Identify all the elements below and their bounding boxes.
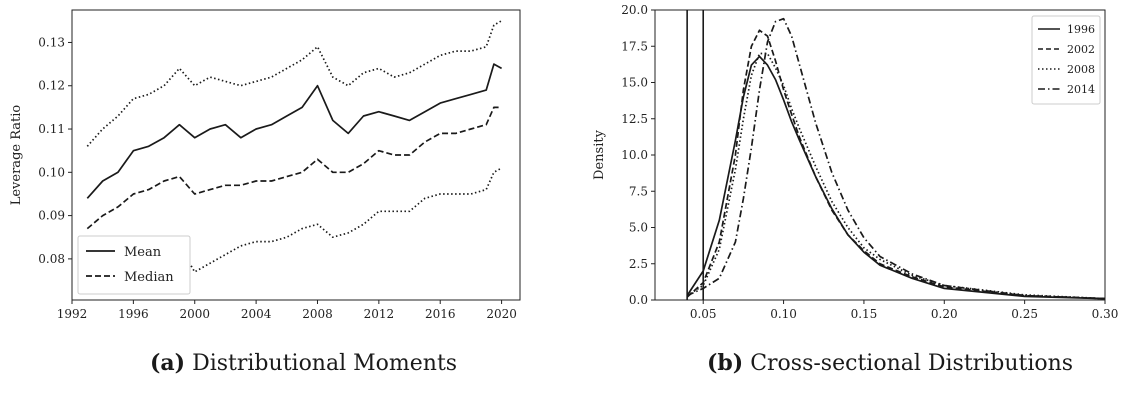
y-tick-label: 7.5 [629,184,648,198]
y-tick-label: 12.5 [621,112,648,126]
y-tick-label: 10.0 [621,148,648,162]
panel-a-x-ticks: 1992 1996 2000 2004 2008 2012 2016 2020 [57,300,517,321]
panel-b-vertical-lines [686,10,705,300]
y-tick-label: 0.09 [38,209,65,223]
caption-a-text: Distributional Moments [192,351,458,376]
y-tick-label: 0.11 [38,122,65,136]
y-tick-label: 0.12 [38,79,65,93]
x-tick-label: 0.25 [1011,307,1038,321]
y-tick-label: 0.10 [38,165,65,179]
panel-a-legend: Mean Median [77,235,191,295]
x-tick-label: 2016 [425,307,456,321]
x-tick-label: 0.10 [770,307,797,321]
panel-a-axes-frame [71,9,521,301]
y-tick-label: 15.0 [621,76,648,90]
y-tick-label: 2.5 [629,257,648,271]
legend-label-2008: 2008 [1067,63,1095,76]
series-line-2008 [686,52,1106,300]
panel-b-legend-box [1031,15,1101,105]
caption-b-text: Cross-sectional Distributions [750,351,1074,376]
legend-label-median: Median [124,270,174,285]
series-line-2002 [686,29,1106,300]
x-tick-label: 0.15 [851,307,878,321]
caption-a: (a) Distributional Moments [150,350,457,376]
x-tick-label: 1992 [57,307,88,321]
x-tick-label: 1996 [118,307,149,321]
panel-b-series [686,17,1106,300]
caption-b: (b) Cross-sectional Distributions [707,350,1073,376]
legend-label-2014: 2014 [1067,83,1095,96]
x-tick-label: 0.05 [690,307,717,321]
panel-a-distributional-moments: Leverage Ratio 1992 1996 2000 2004 2008 2012 2… [9,9,521,321]
series-line-median [86,106,502,230]
y-tick-label: 0.08 [38,252,65,266]
y-tick-label: 17.5 [621,39,648,53]
series-line-mean [86,63,503,199]
x-tick-label: 0.20 [931,307,958,321]
caption-b-label: (b) [707,350,744,376]
caption-a-label: (a) [150,350,186,376]
legend-label-2002: 2002 [1067,43,1095,56]
series-line-dotted-3 [86,167,503,295]
panel-a-ylabel: Leverage Ratio [9,105,24,206]
panel-a-y-ticks: 0.08 0.09 0.10 0.11 0.12 0.13 [38,35,72,266]
y-tick-label: 0.0 [629,293,648,307]
panel-a-series [86,20,503,295]
panel-b-legend: 1996 2002 2008 2014 [1031,15,1101,105]
legend-label-1996: 1996 [1067,23,1095,36]
panel-b-cross-sectional-distributions: Density 0.05 0.10 0.15 0.20 0.25 0.30 0.0 2.5 5… [592,3,1118,321]
y-tick-label: 5.0 [629,221,648,235]
panel-b-y-ticks: 0.0 2.5 5.0 7.5 10.0 12.5 15.0 17.5 20.0 [621,3,655,307]
x-tick-label: 0.30 [1092,307,1119,321]
series-line-dotted-2 [86,20,503,147]
x-tick-label: 2004 [241,307,272,321]
series-line-2014 [686,17,1106,300]
y-tick-label: 0.13 [38,35,65,49]
y-tick-label: 20.0 [621,3,648,17]
x-tick-label: 2012 [364,307,395,321]
series-line-1996 [686,55,1106,300]
panel-b-ylabel: Density [592,129,607,180]
x-tick-label: 2020 [486,307,517,321]
x-tick-label: 2008 [302,307,333,321]
legend-label-mean: Mean [124,245,162,260]
panel-b-x-ticks: 0.05 0.10 0.15 0.20 0.25 0.30 [690,300,1119,321]
x-tick-label: 2000 [179,307,210,321]
